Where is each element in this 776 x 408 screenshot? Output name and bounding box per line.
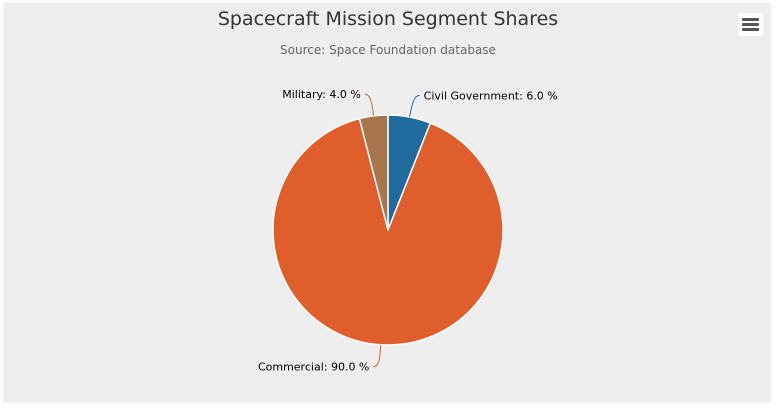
chart-menu-button[interactable]: [738, 13, 763, 36]
data-label-military: Military: 4.0 %: [282, 88, 361, 101]
connector-military: [364, 93, 375, 116]
chart-subtitle: Source: Space Foundation database: [280, 43, 496, 57]
connector-commercial: [373, 344, 382, 368]
pie-slice-commercial[interactable]: [272, 117, 504, 346]
hamburger-menu-icon: [742, 18, 759, 21]
data-label-commercial: Commercial: 90.0 %: [258, 361, 369, 374]
pie-slice-military[interactable]: [358, 114, 389, 231]
connector-civil-government: [409, 94, 420, 118]
data-label-civil-government: Civil Government: 6.0 %: [424, 89, 558, 102]
chart-title: Spacecraft Mission Segment Shares: [217, 8, 559, 30]
